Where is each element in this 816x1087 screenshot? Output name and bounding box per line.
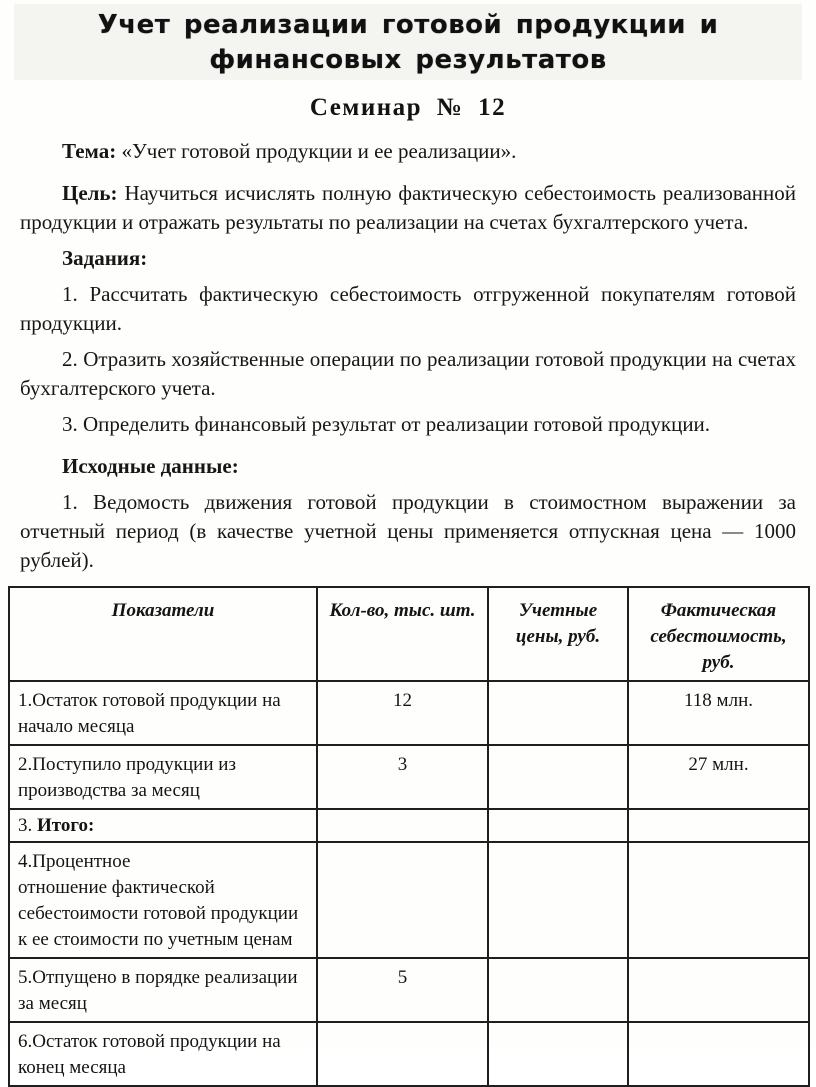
row1-price xyxy=(487,680,629,746)
row3-quantity xyxy=(316,808,489,843)
row3-cost xyxy=(627,808,810,843)
row6-quantity xyxy=(316,1021,489,1087)
goal-paragraph: Цель: Научиться исчислять полную фактиче… xyxy=(20,179,796,237)
seminar-heading: Семинар № 12 xyxy=(309,94,507,121)
table-header-row: Показатели Кол-во, тыс. шт. Учетные цены… xyxy=(8,586,810,682)
row6-price xyxy=(487,1021,629,1087)
header-quantity: Кол-во, тыс. шт. xyxy=(316,586,489,682)
row2-indicator: 2.Поступило продукции из производства за… xyxy=(8,744,318,810)
goods-movement-table: Показатели Кол-во, тыс. шт. Учетные цены… xyxy=(8,586,810,1087)
goal-label: Цель: xyxy=(62,181,118,205)
row4-cost xyxy=(627,841,810,959)
source-data-heading: Исходные данные: xyxy=(20,452,796,481)
header-accounting-price: Учетные цены, руб. xyxy=(487,586,629,682)
row3-indicator: 3. Итого: xyxy=(8,808,318,843)
table-row: 5.Отпущено в порядке реализации за месяц… xyxy=(8,957,810,1023)
row1-quantity: 12 xyxy=(316,680,489,746)
header-actual-cost: Фактическая себестоимость, руб. xyxy=(627,586,810,682)
row5-indicator: 5.Отпущено в порядке реализации за месяц xyxy=(8,957,318,1023)
row3-price xyxy=(487,808,629,843)
row4-price xyxy=(487,841,629,959)
table-row: 3. Итого: xyxy=(8,808,810,843)
row2-price xyxy=(487,744,629,810)
row1-indicator: 1.Остаток готовой продукции на начало ме… xyxy=(8,680,318,746)
row2-cost: 27 млн. xyxy=(627,744,810,810)
row4-indicator: 4.Процентное отношение фактической себес… xyxy=(8,841,318,959)
row3-total-label: Итого: xyxy=(37,815,95,836)
document-page: Учет реализации готовой продукции и фина… xyxy=(8,4,810,1087)
row6-indicator: 6.Остаток готовой продукции на конец мес… xyxy=(8,1021,318,1087)
tasks-heading: Задания: xyxy=(20,244,796,273)
row4-quantity xyxy=(316,841,489,959)
row5-quantity: 5 xyxy=(316,957,489,1023)
source-data-paragraph: 1. Ведомость движения готовой продукции … xyxy=(20,490,796,572)
row5-cost xyxy=(627,957,810,1023)
task-item-1: 1. Рассчитать фактическую себестоимость … xyxy=(20,282,796,335)
tema-text: «Учет готовой продукции и ее реализации»… xyxy=(121,139,517,163)
task-item-3: 3. Определить финансовый результат от ре… xyxy=(62,412,711,436)
document-title-line-2: финансовых результатов xyxy=(209,45,607,75)
tema-paragraph: Тема: «Учет готовой продукции и ее реали… xyxy=(20,137,796,166)
source-data-label: Исходные данные: xyxy=(62,454,239,478)
row2-quantity: 3 xyxy=(316,744,489,810)
document-title-line-1: Учет реализации готовой продукции и xyxy=(97,10,719,40)
task-item-2: 2. Отразить хозяйственные операции по ре… xyxy=(20,347,796,400)
table-row: 6.Остаток готовой продукции на конец мес… xyxy=(8,1021,810,1087)
table-row: 4.Процентное отношение фактической себес… xyxy=(8,841,810,959)
tema-label: Тема: xyxy=(62,139,117,163)
goal-text: Научиться исчислять полную фактическую с… xyxy=(20,181,797,234)
table-row: 2.Поступило продукции из производства за… xyxy=(8,744,810,810)
table-row: 1.Остаток готовой продукции на начало ме… xyxy=(8,680,810,746)
tasks-label: Задания: xyxy=(62,246,148,270)
row6-cost xyxy=(627,1021,810,1087)
header-indicators: Показатели xyxy=(8,586,318,682)
row1-cost: 118 млн. xyxy=(627,680,810,746)
row3-number: 3. xyxy=(18,815,33,836)
document-title: Учет реализации готовой продукции и фина… xyxy=(14,4,802,80)
row5-price xyxy=(487,957,629,1023)
